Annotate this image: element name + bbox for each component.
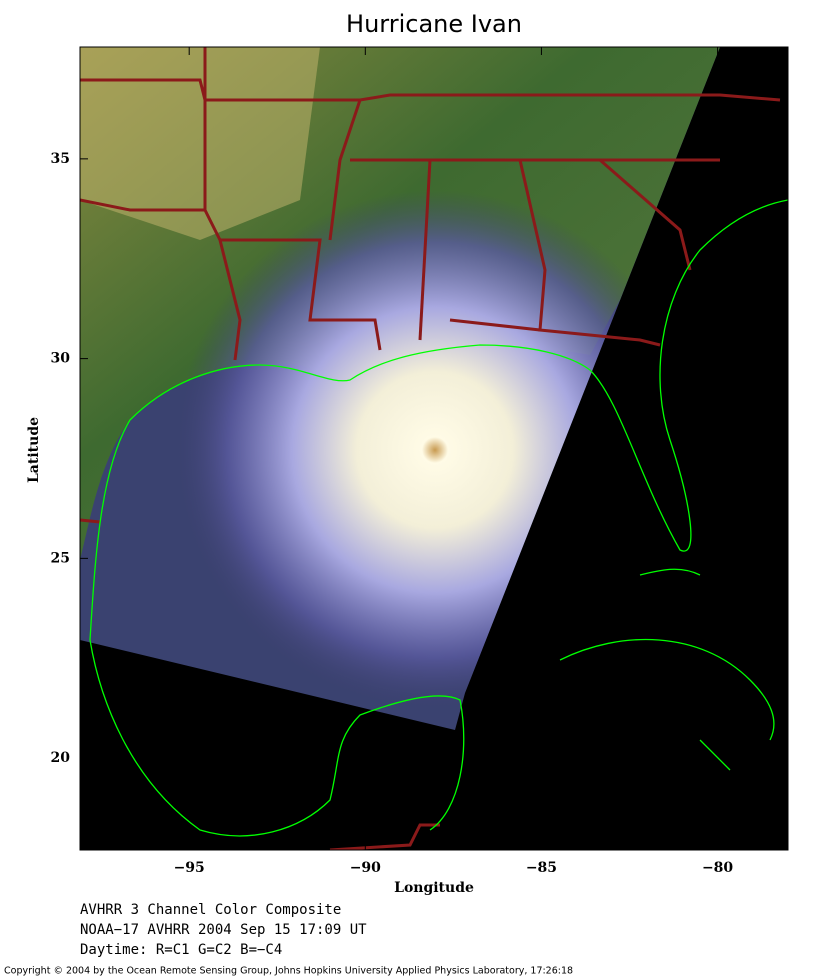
x-axis-label: Longitude	[394, 880, 474, 896]
caption-line: NOAA−17 AVHRR 2004 Sep 15 17:09 UT	[80, 922, 367, 938]
y-tick-label: 30	[51, 351, 71, 367]
map-frame	[79, 46, 789, 851]
caption-line: Daytime: R=C1 G=C2 B=−C4	[80, 942, 282, 958]
y-tick-label: 20	[51, 750, 71, 766]
title: Hurricane Ivan	[346, 10, 522, 38]
satellite-image	[80, 47, 788, 850]
y-tick-label: 25	[51, 550, 70, 566]
hurricane	[80, 47, 720, 730]
y-axis-label: Latitude	[26, 417, 42, 483]
caption-line: AVHRR 3 Channel Color Composite	[80, 902, 341, 918]
x-tick-label: −85	[526, 860, 557, 876]
y-tick-label: 35	[51, 151, 70, 167]
copyright: Copyright © 2004 by the Ocean Remote Sen…	[4, 966, 573, 977]
x-tick-label: −90	[350, 860, 381, 876]
x-tick-label: −95	[174, 860, 205, 876]
coastlines	[89, 199, 788, 837]
state-borders	[80, 47, 781, 850]
x-tick-label: −80	[702, 860, 733, 876]
